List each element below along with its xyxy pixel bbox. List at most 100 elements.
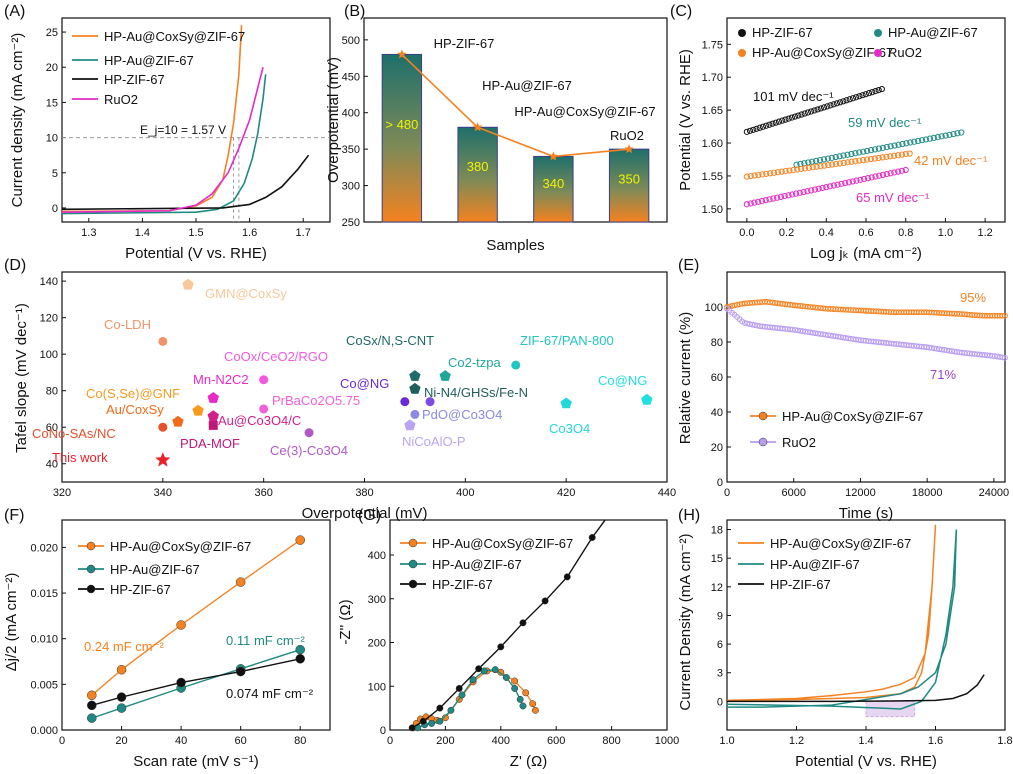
legend-marker (408, 559, 418, 569)
data-point (811, 107, 818, 114)
x-tick-label: 420 (557, 487, 575, 499)
data-point-circle (259, 404, 269, 414)
data-point (934, 134, 941, 141)
y-axis-label: Current density (mA cm⁻²) (9, 33, 26, 208)
data-point (794, 166, 801, 173)
data-point (875, 86, 882, 94)
data-point (815, 185, 822, 192)
data-point (958, 129, 965, 136)
x-axis-label: Z' (Ω) (510, 753, 547, 770)
data-point (867, 147, 875, 154)
data-point (853, 177, 860, 184)
data-point (511, 684, 519, 692)
y-tick-label: 40 (46, 459, 58, 471)
y-tick-label: 6 (717, 639, 723, 651)
data-point (862, 91, 869, 98)
series-line (62, 67, 264, 213)
y-axis-label: Relative current (%) (677, 312, 694, 445)
legend-label: HP-Au@CoxSy@ZIF-67 (110, 539, 251, 554)
data-point (751, 172, 758, 179)
y-axis-label: Δj/2 (mA cm⁻²) (3, 573, 20, 672)
x-tick-label: 12000 (845, 487, 876, 499)
trend-marker (472, 122, 483, 132)
y-tick-label: 15 (46, 97, 58, 109)
data-point (879, 144, 886, 151)
trend-marker (397, 49, 407, 59)
data-point (844, 159, 851, 166)
panel-letter: (B) (344, 3, 365, 20)
data-point (774, 194, 781, 201)
panel-b: 250 300 350 400 450 500 Samples Overpotential (… (325, 17, 668, 254)
legend-marker (874, 29, 882, 37)
x-tick-label: 1.8 (997, 735, 1012, 747)
slope-label: 0.074 mF cm⁻² (226, 686, 314, 701)
y-tick-label: 250 (342, 217, 360, 229)
data-point (942, 132, 949, 139)
data-point (836, 160, 844, 167)
data-point (529, 700, 537, 708)
y-tick-label: 1.55 (702, 171, 723, 183)
legend-label: HP-Au@ZIF-67 (770, 557, 860, 572)
data-point (800, 188, 807, 196)
data-point (819, 184, 826, 192)
legend-label: HP-Au@CoxSy@ZIF-67 (752, 45, 893, 60)
y-tick-label: 0.005 (30, 679, 58, 691)
y-tick-label: 0 (717, 477, 723, 489)
data-point (840, 152, 847, 159)
data-point (87, 700, 97, 711)
y-tick-label: 20 (46, 62, 58, 74)
data-point (795, 112, 802, 119)
point-label: PdO@Co3O4 (422, 407, 502, 422)
data-point (295, 535, 305, 545)
panel-letter: (C) (670, 3, 692, 20)
data-point (887, 170, 894, 177)
x-tick-label: 0.6 (858, 227, 873, 239)
data-point (852, 150, 859, 157)
x-tick-label: 800 (602, 735, 620, 747)
bar-value-label: 350 (618, 172, 640, 187)
panel-letter: (H) (678, 507, 700, 524)
x-tick-label: 1.4 (135, 227, 150, 239)
y-tick-label: 0.000 (30, 725, 58, 737)
data-point (516, 695, 524, 703)
legend-marker (758, 411, 768, 421)
data-point (872, 173, 879, 180)
x-tick-label: 0.2 (779, 227, 794, 239)
data-point (846, 96, 853, 103)
legend-marker (86, 541, 96, 551)
data-point (856, 93, 863, 100)
point-label: CoSx/N,S-CNT (346, 333, 434, 348)
data-point (816, 157, 824, 164)
legend-label: HP-Au@ZIF-67 (432, 557, 522, 572)
y-tick-label: 100 (705, 302, 723, 314)
y-tick-label: 20 (711, 442, 723, 454)
panel-f: 0 20 40 60 80 0.000 0.005 0.010 0.015 0.020 Scan r… (3, 519, 331, 770)
data-point (808, 187, 815, 194)
panel-letter: (D) (4, 257, 26, 274)
data-point (785, 115, 792, 122)
trend-marker (548, 151, 559, 161)
data-point (836, 153, 843, 160)
y-axis-label: Current Density (mA cm⁻²) (677, 533, 694, 710)
bar-value-label: 380 (467, 159, 489, 174)
y-tick-label: 15 (711, 553, 723, 565)
panel-letter-a: (A) (4, 3, 25, 20)
data-point-circle (304, 428, 314, 438)
data-point (895, 168, 902, 175)
bar (381, 53, 423, 223)
data-point (820, 156, 828, 163)
point-label: Co@NG (340, 376, 389, 391)
category-label: HP-ZIF-67 (434, 36, 495, 51)
panel-letter-c: (C) (670, 3, 692, 20)
x-tick-label: 360 (254, 487, 272, 499)
x-axis-label: Overpotential (mV) (302, 505, 428, 522)
plot-frame (389, 519, 668, 731)
data-point (918, 137, 926, 144)
x-tick-label: 340 (154, 487, 172, 499)
data-point (891, 169, 898, 176)
data-point (894, 152, 902, 159)
data-point-star (155, 452, 171, 467)
data-point (805, 164, 812, 171)
